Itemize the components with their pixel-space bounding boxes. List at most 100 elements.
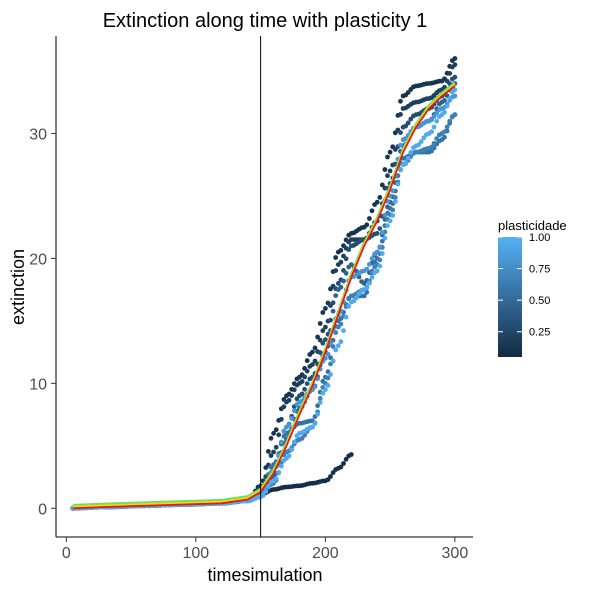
y-axis-title: extinction (8, 249, 28, 325)
smooth-line (72, 85, 456, 510)
data-point (385, 223, 390, 229)
data-point (387, 218, 393, 224)
data-point (369, 275, 375, 280)
data-point (291, 439, 297, 445)
data-point (310, 349, 315, 355)
data-point (268, 453, 274, 458)
data-point (312, 345, 318, 351)
data-point (431, 140, 437, 146)
data-point (338, 284, 344, 290)
data-point (333, 268, 339, 273)
data-point (444, 124, 450, 130)
legend-title: plasticidade (498, 218, 567, 233)
data-point (398, 112, 403, 117)
data-point (330, 308, 336, 314)
data-point (312, 421, 318, 426)
data-point (328, 355, 333, 361)
data-point (354, 295, 359, 301)
data-point (442, 134, 447, 140)
data-point (364, 222, 370, 228)
data-point (302, 374, 307, 380)
data-point (385, 173, 390, 179)
data-point (442, 98, 447, 103)
data-point (377, 263, 383, 269)
x-tick-label: 300 (442, 545, 469, 562)
series-group (70, 74, 458, 511)
data-point (421, 135, 427, 141)
data-point (302, 386, 307, 392)
data-point (317, 321, 323, 326)
data-point (291, 387, 297, 393)
data-point (369, 208, 375, 214)
data-point (320, 340, 326, 346)
data-point (341, 278, 346, 284)
data-point (335, 281, 341, 286)
y-tick-label: 20 (29, 251, 47, 268)
x-tick-label: 200 (312, 545, 339, 562)
data-point (333, 293, 339, 298)
data-point (343, 314, 349, 320)
data-point (341, 461, 346, 466)
data-point (416, 142, 421, 148)
data-point (374, 231, 380, 236)
x-axis-title: timesimulation (207, 565, 322, 585)
axes (55, 36, 473, 538)
legend-tick-label: 0.50 (529, 295, 550, 307)
data-point (299, 391, 305, 397)
data-point (434, 118, 440, 124)
data-point (377, 244, 383, 250)
data-point (330, 300, 336, 306)
data-point (317, 350, 323, 355)
data-point (447, 71, 453, 76)
legend: plasticidade 0.25 0.50 0.75 1.00 (498, 218, 567, 357)
data-point (379, 251, 385, 256)
data-point (304, 358, 310, 364)
y-tick-label: 30 (29, 126, 47, 143)
data-point (312, 384, 318, 389)
data-point (348, 452, 354, 457)
data-point (330, 344, 336, 349)
data-point (408, 150, 414, 155)
data-point (379, 182, 385, 188)
legend-ticks: 0.25 0.50 0.75 1.00 (498, 232, 550, 339)
data-point (392, 199, 398, 204)
data-point (382, 235, 388, 241)
data-point (452, 87, 458, 93)
data-point (403, 160, 409, 166)
x-tick-label: 0 (62, 545, 71, 562)
data-point (398, 130, 403, 136)
data-point (328, 317, 333, 323)
data-point (315, 411, 320, 417)
data-point (338, 339, 344, 345)
data-point (320, 390, 326, 396)
data-point (323, 337, 328, 342)
data-point (328, 372, 333, 377)
series-group (70, 62, 458, 511)
data-point (343, 256, 349, 262)
data-point (377, 257, 383, 263)
data-point (343, 270, 349, 276)
data-point (325, 383, 331, 388)
data-point (291, 408, 297, 414)
data-point (299, 379, 305, 384)
data-point (364, 285, 370, 291)
data-point (338, 321, 344, 327)
series-group (70, 93, 458, 511)
data-point (431, 114, 437, 119)
data-point (452, 62, 458, 68)
data-point (434, 136, 440, 142)
data-point (364, 266, 370, 272)
data-point (278, 416, 284, 422)
data-point (276, 470, 282, 476)
data-point (369, 256, 375, 261)
data-point (452, 112, 458, 118)
data-point (377, 195, 383, 200)
data-point (405, 120, 411, 126)
y-tick-label: 0 (38, 501, 47, 518)
data-point (385, 154, 390, 160)
data-point (278, 463, 284, 469)
legend-tick-label: 1.00 (529, 232, 550, 244)
legend-tick-label: 0.25 (529, 327, 550, 339)
data-point (387, 149, 393, 155)
data-point (289, 416, 295, 421)
